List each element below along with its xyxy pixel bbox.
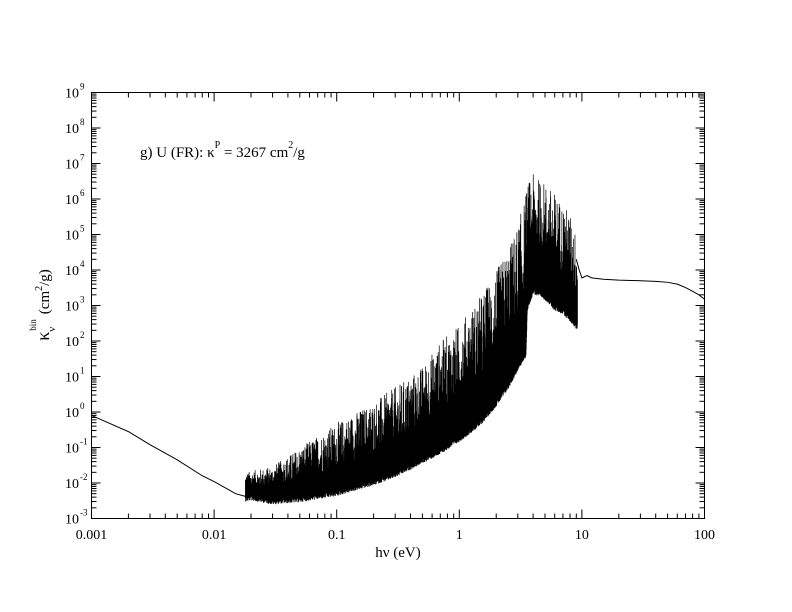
annotation-suffix: /g [293,145,305,161]
y-tick-label: 10 [65,442,79,457]
y-tick-exponent: -1 [80,437,88,447]
y-tick-label: 10 [65,477,79,492]
y-tick-exponent: 3 [80,295,85,305]
y-tick-exponent: 6 [80,188,85,198]
x-axis-label: hν (eV) [375,545,421,561]
x-tick-label: 0.01 [202,528,227,543]
y-tick-exponent: -3 [80,508,88,518]
y-axis-label: κν bin (cm2/g) [28,269,58,341]
y-tick-label: 10 [65,229,79,244]
y-tick-label: 10 [65,264,79,279]
y-tick-label: 10 [65,335,79,350]
y-tick-label: 10 [65,158,79,173]
y-tick-exponent: -2 [80,472,88,482]
series-layer [91,174,705,505]
x-tick-label: 1 [456,528,463,543]
y-label-subscript: ν [46,327,58,332]
annotation-prefix: g) U (FR): κ [140,145,215,161]
y-label-unit-open: (cm [37,291,53,315]
y-tick-label: 10 [65,406,79,421]
svg-text:κνbin(cm2/g): κν bin (cm2/g) [28,269,58,341]
series-line-forest [245,174,578,505]
y-tick-exponent: 4 [80,259,85,269]
y-tick-exponent: 2 [80,330,85,340]
annotation-sup-p: P [215,140,221,151]
y-label-unit-sup: 2 [34,286,45,291]
y-tick-exponent: 0 [80,401,85,411]
y-label-symbol: κ [33,332,53,341]
y-tick-exponent: 8 [80,117,85,127]
y-tick-exponent: 1 [80,366,85,376]
x-tick-label: 0.001 [76,528,108,543]
y-tick-label: 10 [65,87,79,102]
plot-annotation: g) U (FR): κP = 3267 cm2/g [140,140,305,161]
y-label-unit-close: /g) [37,269,53,286]
x-tick-label: 0.1 [328,528,346,543]
y-tick-label: 10 [65,122,79,137]
y-tick-label: 10 [65,371,79,386]
annotation-mid: = 3267 cm [220,145,288,161]
annotation-sup-2: 2 [288,140,293,151]
y-tick-label: 10 [65,513,79,528]
y-tick-label: 10 [65,300,79,315]
y-tick-exponent: 7 [80,153,85,163]
y-label-superscript: bin [28,319,38,331]
series-tail-line [575,259,705,300]
y-tick-exponent: 5 [80,224,85,234]
x-tick-label: 10 [575,528,589,543]
x-tick-label: 100 [694,528,715,543]
series-continuum-line [91,414,246,497]
y-tick-exponent: 9 [80,82,85,92]
axis-ticks [91,92,705,519]
y-tick-label: 10 [65,193,79,208]
